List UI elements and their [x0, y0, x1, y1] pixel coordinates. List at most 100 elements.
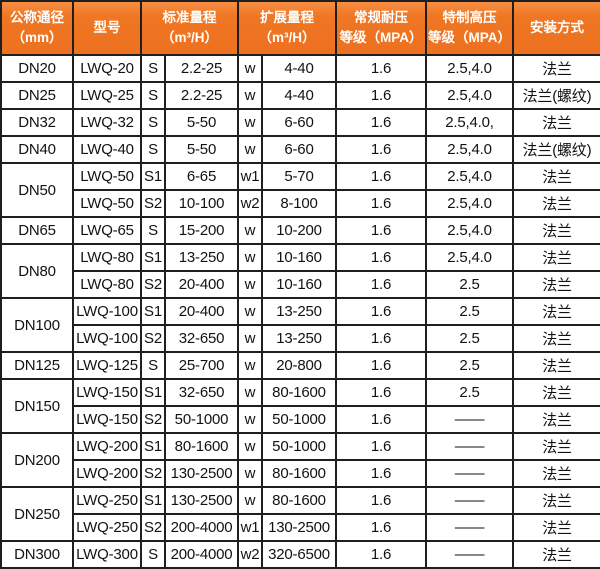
std-code-cell: S: [140, 216, 166, 245]
ext-range-cell: 10-160: [261, 243, 337, 272]
dn-cell: DN125: [0, 351, 74, 380]
std-code-cell: S: [140, 135, 166, 164]
regular-mpa-cell: 1.6: [335, 108, 427, 137]
table-row: DN65 LWQ-65 S 15-200 w 10-200 1.6 2.5,4.…: [0, 216, 600, 245]
std-range-cell: 20-400: [164, 297, 239, 326]
regular-mpa-cell: 1.6: [335, 297, 427, 326]
model-cell: LWQ-125: [72, 351, 142, 380]
table-row: DN50 LWQ-50 S1 6-65 w1 5-70 1.6 2.5,4.0 …: [0, 162, 600, 218]
model-cell: LWQ-40: [72, 135, 142, 164]
header-nominal-diameter: 公称通径 （mm）: [0, 0, 74, 56]
ext-range-cell: 80-1600: [261, 486, 337, 515]
std-range-cell: 5-50: [164, 108, 239, 137]
table-row: DN20 LWQ-20 S 2.2-25 w 4-40 1.6 2.5,4.0 …: [0, 54, 600, 83]
regular-mpa-cell: 1.6: [335, 405, 427, 434]
high-mpa-cell: 2.5,4.0: [425, 135, 514, 164]
model-cell: LWQ-300: [72, 540, 142, 569]
ext-range-cell: 20-800: [261, 351, 337, 380]
ext-range-cell: 5-70: [261, 162, 337, 191]
std-code-cell: S1: [140, 297, 166, 326]
ext-range-cell: 4-40: [261, 54, 337, 83]
header-extended-range: 扩展量程 （m³/H）: [237, 0, 337, 56]
std-range-cell: 200-4000: [164, 513, 239, 542]
model-cell: LWQ-80: [72, 270, 142, 299]
dn-cell: DN200: [0, 432, 74, 488]
regular-mpa-cell: 1.6: [335, 270, 427, 299]
std-code-cell: S2: [140, 459, 166, 488]
std-code-cell: S2: [140, 270, 166, 299]
std-range-cell: 50-1000: [164, 405, 239, 434]
table-row: LWQ-100 S2 32-650 w 13-250 1.6 2.5 法兰: [1, 324, 600, 353]
std-code-cell: S1: [140, 432, 166, 461]
high-mpa-cell: 2.5,4.0: [425, 81, 514, 110]
std-code-cell: S1: [140, 486, 166, 515]
model-cell: LWQ-50: [72, 189, 142, 218]
ext-code-cell: w: [237, 216, 263, 245]
install-cell: 法兰: [512, 459, 600, 488]
std-range-cell: 2.2-25: [164, 81, 239, 110]
install-cell: 法兰: [512, 432, 600, 461]
model-cell: LWQ-100: [72, 297, 142, 326]
std-range-cell: 25-700: [164, 351, 239, 380]
install-cell: 法兰(螺纹): [512, 135, 600, 164]
high-mpa-cell: 2.5: [425, 324, 514, 353]
regular-mpa-cell: 1.6: [335, 513, 427, 542]
regular-mpa-cell: 1.6: [335, 324, 427, 353]
dn-cell: DN80: [0, 243, 74, 299]
std-range-cell: 13-250: [164, 243, 239, 272]
ext-range-cell: 80-1600: [261, 459, 337, 488]
install-cell: 法兰: [512, 54, 600, 83]
ext-code-cell: w2: [237, 189, 263, 218]
regular-mpa-cell: 1.6: [335, 486, 427, 515]
model-cell: LWQ-50: [72, 162, 142, 191]
model-cell: LWQ-150: [72, 405, 142, 434]
regular-mpa-cell: 1.6: [335, 243, 427, 272]
regular-mpa-cell: 1.6: [335, 162, 427, 191]
install-cell: 法兰: [512, 216, 600, 245]
std-code-cell: S1: [140, 243, 166, 272]
std-code-cell: S: [140, 351, 166, 380]
ext-range-cell: 320-6500: [261, 540, 337, 569]
header-nominal-diameter-line2: （mm）: [11, 30, 63, 45]
table-row: DN40 LWQ-40 S 5-50 w 6-60 1.6 2.5,4.0 法兰…: [0, 135, 600, 164]
dn-cell: DN32: [0, 108, 74, 137]
std-range-cell: 20-400: [164, 270, 239, 299]
table-row: DN150 LWQ-150 S1 32-650 w 80-1600 1.6 2.…: [0, 378, 600, 434]
high-mpa-cell: 2.5: [425, 270, 514, 299]
std-range-cell: 10-100: [164, 189, 239, 218]
regular-mpa-cell: 1.6: [335, 432, 427, 461]
ext-code-cell: w: [237, 432, 263, 461]
std-code-cell: S1: [140, 162, 166, 191]
high-mpa-cell: ——: [425, 432, 514, 461]
high-mpa-cell: ——: [425, 486, 514, 515]
std-code-cell: S: [140, 81, 166, 110]
std-range-cell: 32-650: [164, 324, 239, 353]
std-code-cell: S: [140, 108, 166, 137]
ext-code-cell: w: [237, 405, 263, 434]
ext-range-cell: 4-40: [261, 81, 337, 110]
high-mpa-cell: ——: [425, 459, 514, 488]
model-cell: LWQ-65: [72, 216, 142, 245]
header-regular-pressure-line2: 等级（MPA）: [339, 30, 423, 45]
install-cell: 法兰: [512, 540, 600, 569]
ext-code-cell: w: [237, 81, 263, 110]
ext-code-cell: w: [237, 486, 263, 515]
ext-range-cell: 6-60: [261, 108, 337, 137]
high-mpa-cell: 2.5: [425, 297, 514, 326]
model-cell: LWQ-20: [72, 54, 142, 83]
install-cell: 法兰: [512, 351, 600, 380]
std-code-cell: S2: [140, 405, 166, 434]
std-code-cell: S2: [140, 513, 166, 542]
regular-mpa-cell: 1.6: [335, 189, 427, 218]
table-row: LWQ-200 S2 130-2500 w 80-1600 1.6 —— 法兰: [1, 459, 600, 488]
header-extended-range-line2: （m³/H）: [258, 30, 316, 45]
install-cell: 法兰: [512, 486, 600, 515]
table-row: LWQ-50 S2 10-100 w2 8-100 1.6 2.5,4.0 法兰: [1, 189, 600, 218]
std-code-cell: S2: [140, 324, 166, 353]
ext-code-cell: w: [237, 270, 263, 299]
ext-range-cell: 10-160: [261, 270, 337, 299]
header-model: 型号: [72, 0, 142, 56]
std-range-cell: 130-2500: [164, 486, 239, 515]
std-range-cell: 5-50: [164, 135, 239, 164]
